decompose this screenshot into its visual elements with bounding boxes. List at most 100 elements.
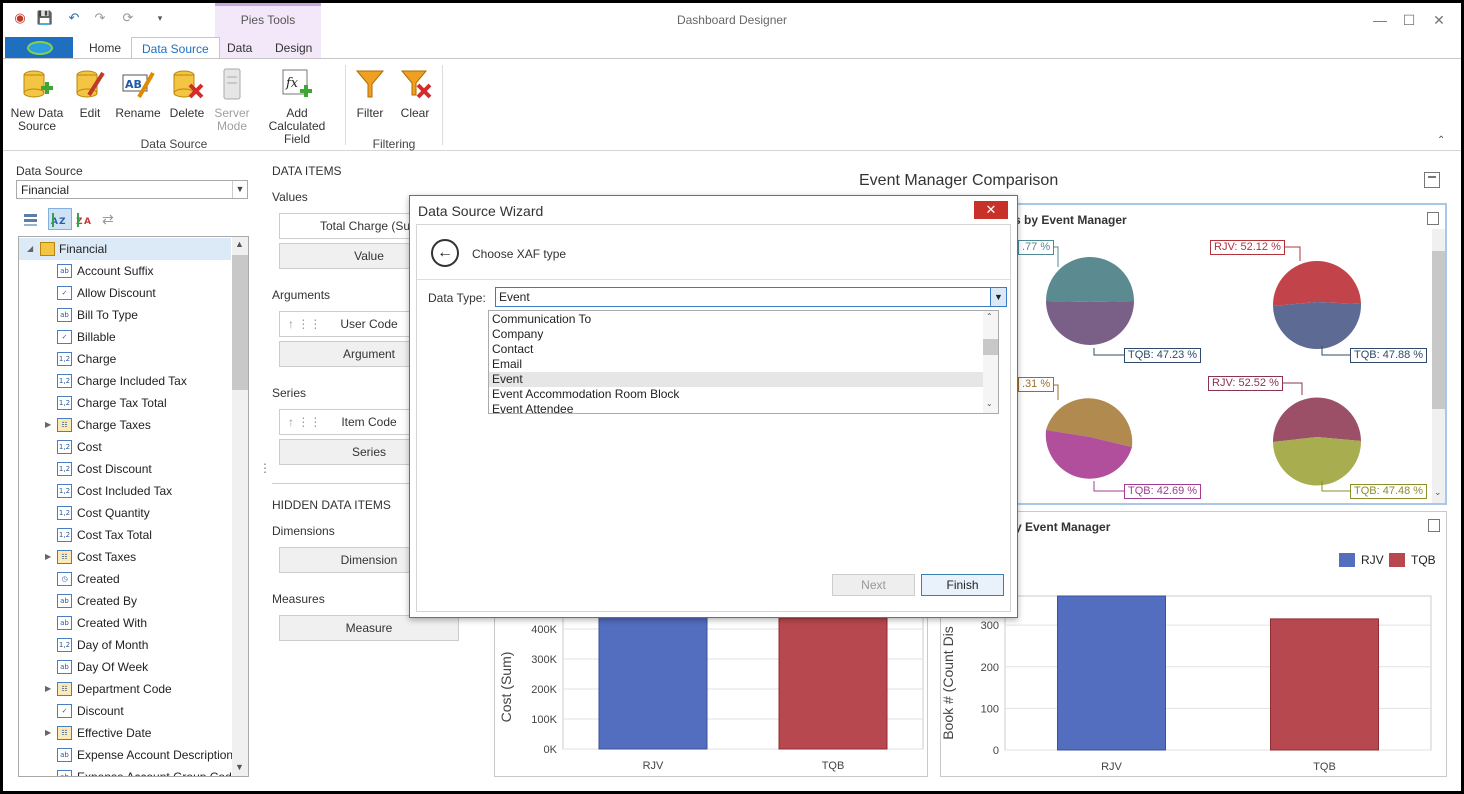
tree-field[interactable]: ✓ Billable <box>19 326 231 348</box>
scroll-up-icon[interactable]: ▲ <box>235 239 244 249</box>
data-type-option[interactable]: Contact <box>492 342 534 356</box>
export-icon[interactable] <box>1424 172 1440 188</box>
pies-scrollbar[interactable]: ⌄ <box>1432 229 1445 503</box>
pie-slice[interactable] <box>1272 260 1361 306</box>
tree-field[interactable]: ◷ Created <box>19 568 231 590</box>
data-type-option[interactable]: Email <box>492 357 523 371</box>
redo-icon[interactable]: ↷ <box>94 10 106 25</box>
expand-icon[interactable]: ▶ <box>45 684 52 693</box>
clear-filter-button[interactable]: Clear <box>395 67 435 120</box>
expand-icon[interactable]: ▶ <box>45 420 52 429</box>
pies-panel[interactable]: s by Event Manager .77 % TQB: 47.23 % RJ… <box>940 203 1447 505</box>
tree-field[interactable]: ▶ ☷ Cost Taxes <box>19 546 231 568</box>
data-type-combobox[interactable]: Event ▼ <box>495 287 1007 307</box>
list-scrollbar[interactable]: ⌃ ⌄ <box>983 311 998 413</box>
group-fields-icon[interactable] <box>22 210 40 228</box>
scroll-down-icon[interactable]: ▼ <box>235 762 244 772</box>
new-data-source-button[interactable]: New Data Source <box>9 67 65 133</box>
scroll-thumb[interactable] <box>983 339 998 355</box>
tree-field[interactable]: 1,2 Charge <box>19 348 231 370</box>
finish-button[interactable]: Finish <box>921 574 1004 596</box>
tree-field[interactable]: ab Account Suffix <box>19 260 231 282</box>
splitter-handle[interactable]: ⋮ <box>259 461 271 475</box>
tree-scrollbar[interactable]: ▲ ▼ <box>232 237 248 776</box>
data-type-option[interactable]: Company <box>492 327 544 341</box>
export-icon[interactable] <box>1428 519 1440 532</box>
tree-field[interactable]: 1,2 Charge Included Tax <box>19 370 231 392</box>
tree-field[interactable]: ab Bill To Type <box>19 304 231 326</box>
tree-field[interactable]: ✓ Discount <box>19 700 231 722</box>
data-source-group-label: Data Source <box>140 137 208 151</box>
maximize-icon[interactable]: ☐ <box>1402 12 1416 28</box>
tree-root-financial[interactable]: ◢ Financial <box>19 238 231 260</box>
swap-icon[interactable]: ⇄ <box>102 211 114 227</box>
pie-slice[interactable] <box>1045 430 1132 479</box>
pie-slice[interactable] <box>1046 398 1133 447</box>
tree-field[interactable]: 1,2 Cost <box>19 436 231 458</box>
pie-slice[interactable] <box>1273 437 1362 486</box>
tree-field[interactable]: 1,2 Cost Discount <box>19 458 231 480</box>
tree-field[interactable]: 1,2 Day of Month <box>19 634 231 656</box>
next-button[interactable]: Next <box>832 574 915 596</box>
tree-field[interactable]: ▶ ☷ Charge Taxes <box>19 414 231 436</box>
tree-field[interactable]: ab Expense Account Group Code <box>19 766 238 776</box>
tree-field[interactable]: 1,2 Charge Tax Total <box>19 392 231 414</box>
data-source-select[interactable]: Financial ▼ <box>16 180 248 199</box>
scroll-up-icon[interactable]: ⌃ <box>986 312 993 321</box>
bar-chart-panel-right[interactable]: y Event Manager RJV TQB 0 100 200 300 RJV TQB… <box>940 511 1447 777</box>
refresh-icon[interactable]: ⟳ <box>122 10 134 25</box>
collapse-ribbon-icon[interactable]: ⌃ <box>1437 135 1446 146</box>
delete-button[interactable]: Delete <box>167 67 207 120</box>
pie-slice[interactable] <box>1273 302 1362 350</box>
tree-field[interactable]: ab Expense Account Description <box>19 744 233 766</box>
collapse-icon[interactable]: ◢ <box>27 244 34 253</box>
close-window-icon[interactable]: ✕ <box>1433 12 1445 28</box>
tab-home[interactable]: Home <box>89 41 122 55</box>
customize-toolbar-icon[interactable]: ▾ <box>157 13 163 23</box>
tree-field[interactable]: 1,2 Cost Included Tax <box>19 480 231 502</box>
server-mode-button[interactable]: Server Mode <box>209 67 255 133</box>
pie-slice[interactable] <box>1046 301 1134 345</box>
data-type-option[interactable]: Communication To <box>492 312 592 326</box>
add-calculated-field-button[interactable]: fx Add Calculated Field <box>257 67 337 146</box>
tab-design[interactable]: Design <box>275 41 313 55</box>
tree-field[interactable]: 1,2 Cost Tax Total <box>19 524 231 546</box>
bar-chart-panel-left[interactable]: 0K 100K 200K 300K 400K RJV TQB Cost (Sum) <box>494 611 928 777</box>
tree-field[interactable]: ▶ ☷ Department Code <box>19 678 231 700</box>
dialog-close-button[interactable]: ✕ <box>974 201 1008 219</box>
pie-slice[interactable] <box>1046 257 1134 302</box>
scroll-down-icon[interactable]: ⌄ <box>986 399 993 408</box>
rename-button[interactable]: AB Rename <box>115 67 161 120</box>
export-icon[interactable] <box>1427 212 1439 225</box>
tree-field[interactable]: 1,2 Cost Quantity <box>19 502 231 524</box>
tree-field[interactable]: ab Created By <box>19 590 231 612</box>
tree-field[interactable]: ab Day Of Week <box>19 656 231 678</box>
scroll-down-icon[interactable]: ⌄ <box>1434 487 1442 497</box>
tree-field[interactable]: ✓ Allow Discount <box>19 282 231 304</box>
tree-field[interactable]: ab Created With <box>19 612 231 634</box>
back-arrow-icon[interactable]: ← <box>431 239 459 267</box>
tab-data-source[interactable]: Data Source <box>131 37 220 59</box>
data-type-option[interactable]: Event Accommodation Room Block <box>492 387 680 401</box>
expand-icon[interactable]: ▶ <box>45 552 52 561</box>
minimize-icon[interactable]: — <box>1373 12 1387 28</box>
tab-data[interactable]: Data <box>227 41 253 55</box>
edit-button[interactable]: Edit <box>73 67 107 120</box>
expand-icon[interactable]: ▶ <box>45 728 52 737</box>
scroll-thumb[interactable] <box>232 255 248 390</box>
save-icon[interactable]: 💾 <box>36 10 54 25</box>
tree-field[interactable]: ▶ ☷ Effective Date <box>19 722 231 744</box>
undo-icon[interactable]: ↶ <box>68 10 80 25</box>
filter-button[interactable]: Filter <box>351 67 389 120</box>
measures-drop-target[interactable]: Measure <box>279 615 459 641</box>
text-field-icon: ab <box>57 594 72 608</box>
chevron-down-icon[interactable]: ▼ <box>990 288 1006 306</box>
data-type-option[interactable]: Event <box>489 372 983 387</box>
data-type-option[interactable]: Event Attendee <box>492 402 574 414</box>
delete-label: Delete <box>169 106 205 120</box>
file-tab[interactable] <box>5 37 73 59</box>
pie-slice[interactable] <box>1272 397 1361 442</box>
scroll-thumb[interactable] <box>1432 251 1445 409</box>
